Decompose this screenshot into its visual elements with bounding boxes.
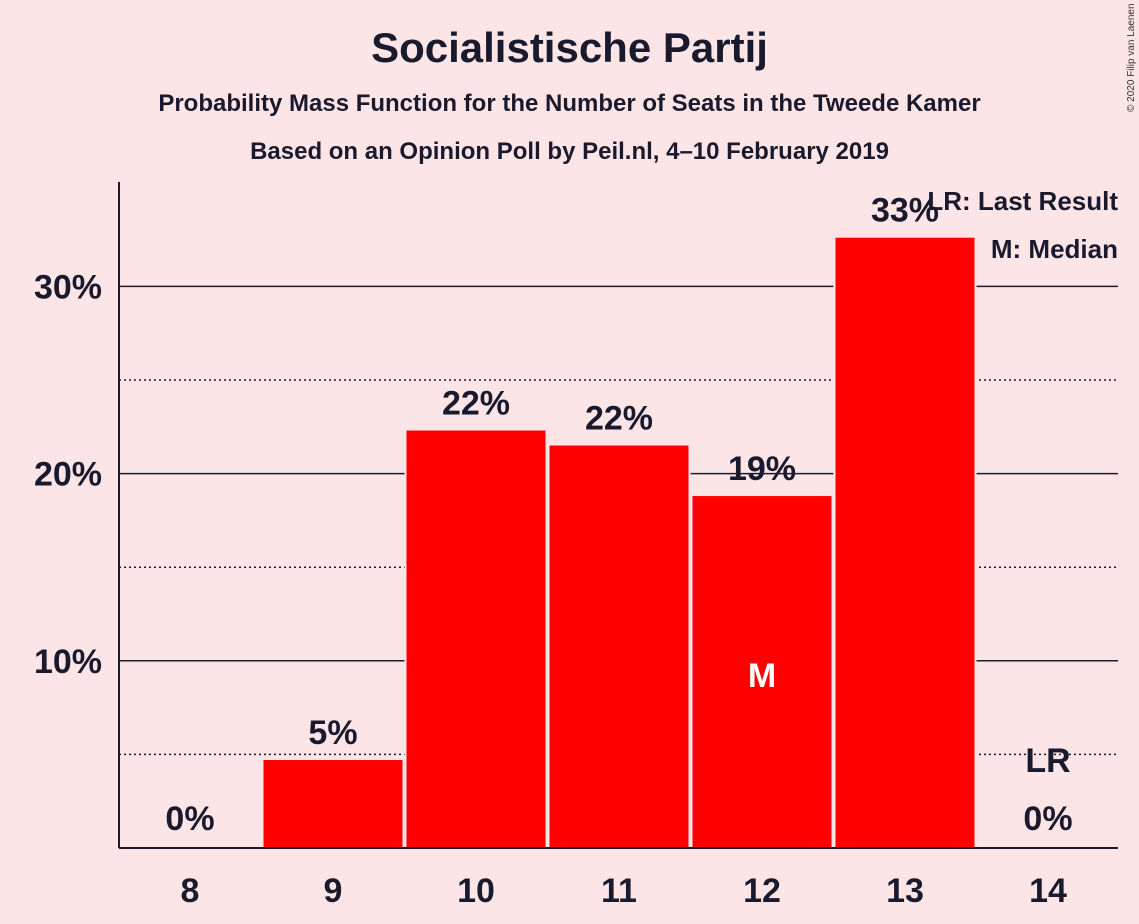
legend-median: M: Median	[991, 234, 1118, 264]
chart-title: Socialistische Partij	[371, 24, 768, 71]
chart-subtitle-source: Based on an Opinion Poll by Peil.nl, 4–1…	[250, 138, 889, 165]
value-label: 5%	[308, 714, 357, 752]
x-tick-label: 10	[457, 872, 495, 910]
y-tick-label: 20%	[34, 456, 102, 494]
x-tick-label: 9	[324, 872, 343, 910]
labels: 0% 5% 22% 22% 19% 33% 0% M LR	[165, 192, 1072, 838]
value-label: 33%	[871, 192, 939, 230]
x-tick-label: 8	[181, 872, 200, 910]
bar	[835, 237, 975, 848]
value-label: 22%	[585, 400, 653, 438]
bar	[263, 760, 403, 848]
value-label: 22%	[442, 385, 510, 423]
axes: 10% 20% 30% 8 9 10 11 12 13 14	[34, 182, 1118, 910]
bar	[406, 430, 546, 848]
y-tick-label: 30%	[34, 268, 102, 306]
median-marker: M	[748, 657, 776, 695]
y-tick-label: 10%	[34, 643, 102, 681]
value-label: 0%	[1023, 800, 1072, 838]
bar	[692, 496, 832, 848]
bar	[549, 445, 689, 848]
value-label: 0%	[165, 800, 214, 838]
legend-last-result: LR: Last Result	[927, 186, 1118, 216]
x-tick-label: 14	[1029, 872, 1067, 910]
bars	[261, 235, 977, 848]
x-tick-label: 13	[886, 872, 924, 910]
value-label: 19%	[728, 450, 796, 488]
last-result-marker: LR	[1025, 742, 1070, 780]
x-tick-label: 12	[743, 872, 781, 910]
x-tick-label: 11	[601, 872, 637, 910]
chart-subtitle: Probability Mass Function for the Number…	[158, 90, 981, 117]
